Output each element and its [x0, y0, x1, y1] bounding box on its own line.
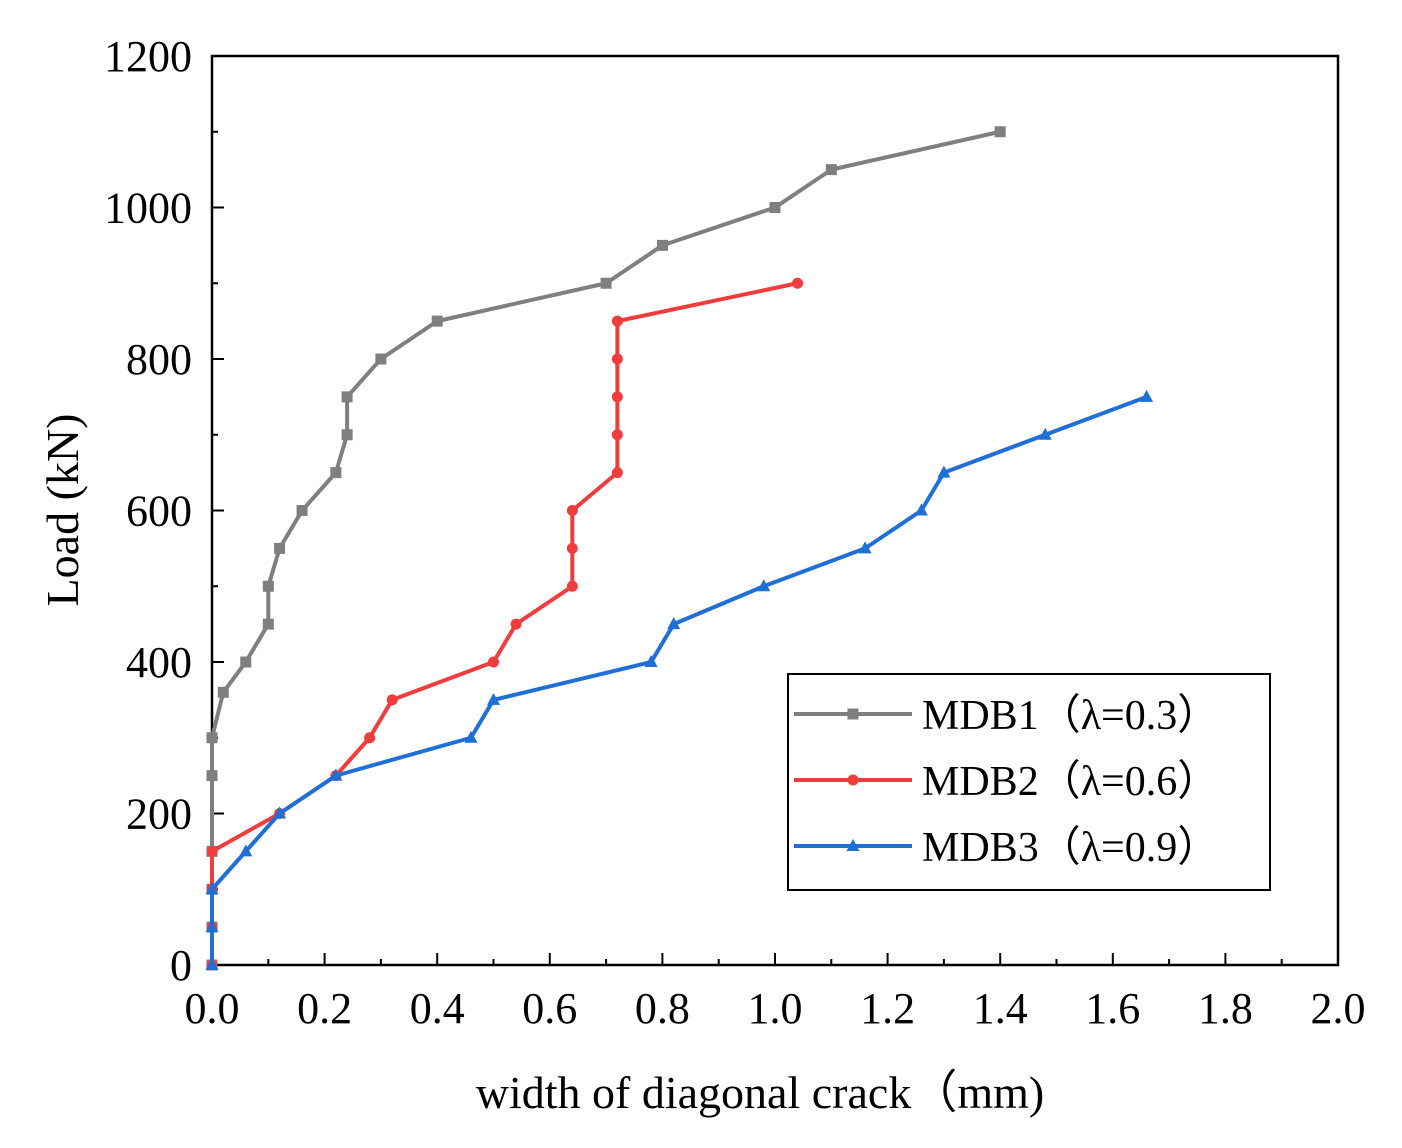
y-tick-label: 400 — [126, 638, 192, 687]
data-point — [769, 202, 781, 213]
x-tick-label: 0.4 — [410, 984, 465, 1033]
y-tick-label: 1000 — [104, 184, 192, 233]
data-point — [206, 732, 218, 744]
y-axis-title: Load (kN) — [37, 414, 88, 607]
data-point — [600, 277, 612, 289]
x-tick-label: 0.2 — [297, 984, 352, 1033]
data-point — [757, 579, 771, 592]
x-tick-label: 1.0 — [748, 984, 803, 1033]
data-point — [858, 541, 872, 554]
y-tick-label: 0 — [170, 941, 192, 990]
data-point — [206, 770, 218, 782]
x-tick-label: 1.8 — [1198, 984, 1253, 1033]
data-point — [341, 429, 353, 441]
data-point — [611, 429, 623, 441]
data-point — [464, 730, 478, 743]
data-point — [611, 353, 623, 365]
x-tick-label: 0.6 — [522, 984, 577, 1033]
data-point — [386, 694, 398, 706]
data-point — [329, 768, 343, 781]
x-tick-label: 0.8 — [635, 984, 690, 1033]
data-point — [825, 164, 837, 176]
data-point — [239, 844, 253, 857]
data-point — [487, 692, 500, 705]
legend-item: MDB3（λ=0.9） — [794, 825, 1219, 871]
y-tick-label: 1200 — [104, 32, 192, 81]
data-point — [431, 315, 443, 327]
x-tick-label: 2.0 — [1311, 984, 1366, 1033]
series-line — [210, 281, 798, 965]
data-point — [240, 656, 252, 668]
legend-marker — [847, 774, 859, 786]
data-point — [566, 580, 578, 592]
series-3 — [205, 389, 1154, 970]
data-point — [1140, 389, 1154, 402]
series-line — [210, 129, 1001, 965]
legend-item: MDB2（λ=0.6） — [794, 759, 1219, 805]
data-point — [217, 686, 229, 698]
data-point — [330, 467, 342, 479]
data-point — [205, 958, 219, 970]
x-axis-title: width of diagonal crack（mm) — [476, 1067, 1044, 1118]
series-layer — [205, 126, 1154, 971]
data-point — [994, 126, 1006, 138]
data-point — [644, 655, 658, 667]
data-point — [341, 391, 353, 403]
data-point — [566, 542, 578, 554]
data-point — [205, 920, 219, 933]
legend-item: MDB1（λ=0.3） — [794, 693, 1219, 739]
data-point — [364, 732, 376, 744]
series-line — [210, 395, 1148, 965]
data-point — [937, 465, 951, 478]
data-point — [792, 277, 804, 289]
data-point — [262, 618, 274, 630]
legend-label: MDB3（λ=0.9） — [922, 825, 1219, 871]
legend-marker — [847, 708, 859, 720]
legend-label: MDB1（λ=0.3） — [922, 693, 1219, 739]
data-point — [611, 315, 623, 327]
data-point — [206, 845, 218, 857]
legend: MDB1（λ=0.3） MDB2（λ=0.6） MDB3（λ=0.9） — [787, 673, 1271, 891]
data-point — [488, 656, 499, 668]
x-axis: 0.0 0.2 0.4 0.6 0.8 1.0 1.2 1.4 1.6 1.8 2.0 — [185, 953, 1366, 1033]
x-tick-label: 1.6 — [1085, 984, 1140, 1033]
data-point — [262, 580, 274, 592]
data-point — [1038, 427, 1052, 440]
legend-marker — [846, 839, 860, 851]
data-point — [611, 467, 623, 479]
y-tick-label: 800 — [126, 335, 192, 384]
legend-items: MDB1（λ=0.3） MDB2（λ=0.6） MDB3（λ=0.9） — [794, 693, 1219, 871]
data-point — [566, 505, 578, 516]
data-point — [611, 391, 623, 403]
data-point — [667, 617, 681, 630]
series-2 — [206, 277, 804, 971]
y-tick-label: 200 — [126, 790, 192, 839]
data-point — [510, 618, 522, 630]
x-tick-label: 1.2 — [860, 984, 915, 1033]
legend-label: MDB2（λ=0.6） — [922, 759, 1219, 805]
data-point — [296, 505, 308, 516]
y-axis: 0 200 400 600 800 1000 1200 — [104, 32, 224, 990]
data-point — [205, 882, 219, 895]
y-tick-label: 600 — [126, 487, 192, 536]
data-point — [273, 806, 287, 819]
x-tick-label: 0.0 — [185, 984, 240, 1033]
data-point — [274, 542, 286, 554]
data-point — [656, 239, 668, 251]
x-tick-label: 1.4 — [973, 984, 1028, 1033]
data-point — [375, 353, 387, 365]
data-point — [914, 503, 928, 516]
